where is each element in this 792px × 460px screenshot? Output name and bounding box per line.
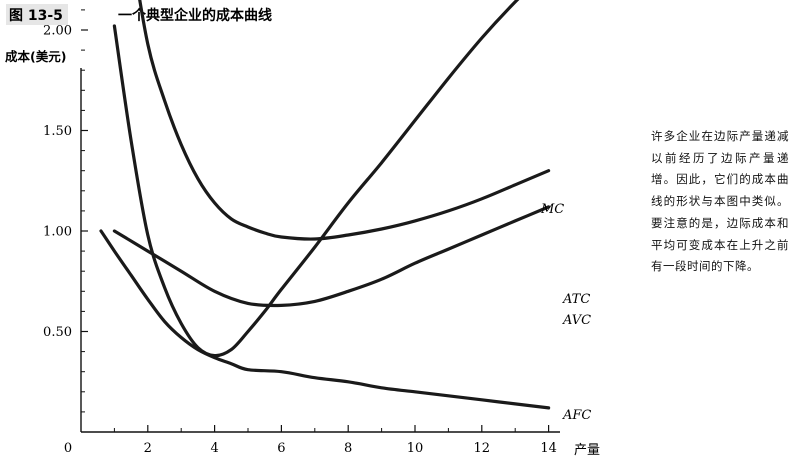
x-tick-label: 14 — [540, 441, 557, 456]
figure-caption: 许多企业在边际产量递减以前经历了边际产量递增。因此，它们的成本曲线的形状与本图中… — [651, 129, 789, 274]
y-tick-label: 2.00 — [43, 24, 72, 39]
series-line-afc — [99, 229, 551, 410]
series-label-mc: MC — [540, 202, 564, 217]
y-tick-label: 0.50 — [43, 325, 72, 340]
x-axis-label: 产量 — [574, 443, 600, 458]
y-ticks: 0.501.001.502.002.503.00 — [43, 24, 88, 340]
minor-ticks — [81, 9, 516, 432]
series-line-atc — [138, 0, 551, 241]
x-tick-label: 6 — [277, 441, 285, 456]
y-axis-label: 成本(美元) — [5, 49, 66, 64]
figure-title: 一个典型企业的成本曲线 — [118, 7, 272, 24]
x-tick-label: 10 — [407, 441, 424, 456]
y-tick-label: 1.50 — [43, 124, 72, 139]
x-tick-label: 4 — [210, 441, 218, 456]
figure-label: 图 13-5 — [9, 8, 63, 24]
series-line-avc — [112, 205, 551, 308]
series-label-avc: AVC — [562, 313, 591, 328]
x-tick-label: 8 — [344, 441, 352, 456]
series-lines — [99, 0, 551, 410]
series-label-afc: AFC — [562, 408, 591, 423]
x-tick-label: 2 — [144, 441, 152, 456]
y-tick-label: 1.00 — [43, 225, 72, 240]
series-label-atc: ATC — [562, 292, 590, 307]
x-ticks: 0 2 4 6 8 10 12 14 — [64, 425, 557, 456]
figure-label-badge — [6, 4, 68, 25]
x-tick-label: 12 — [474, 441, 491, 456]
series-line-mc — [112, 0, 520, 358]
x-tick-label: 0 — [64, 441, 72, 456]
